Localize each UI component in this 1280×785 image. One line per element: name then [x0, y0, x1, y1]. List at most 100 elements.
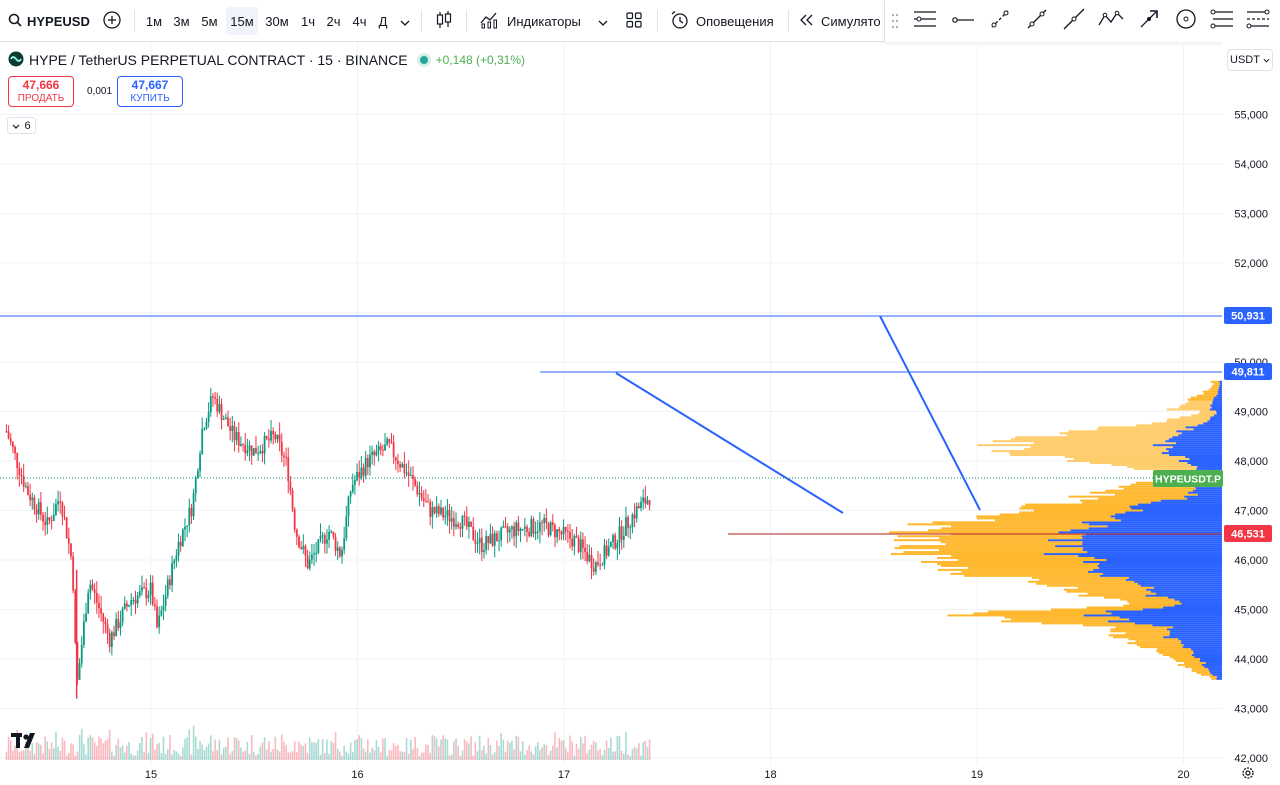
volume-bar [552, 745, 554, 760]
volume-bar [493, 752, 496, 760]
layouts-button[interactable] [620, 7, 648, 35]
interval-1h[interactable]: 1ч [300, 13, 315, 29]
interval-30m[interactable]: 30м [265, 13, 289, 29]
trend-line-tool[interactable] [1023, 7, 1051, 35]
indicators-button[interactable]: Индикаторы [476, 7, 588, 35]
profile-row-sell [893, 539, 1048, 542]
volume-bar [328, 753, 330, 760]
candle-body [308, 559, 311, 569]
extended-line-tool[interactable] [1060, 7, 1088, 35]
profile-row-sell [963, 574, 1100, 577]
volume-bar [18, 751, 21, 760]
compare-button[interactable] [98, 7, 126, 35]
candle-body [280, 441, 283, 456]
sell-button[interactable]: 47,666 ПРОДАТЬ [8, 76, 74, 107]
time-axis-label: 17 [558, 769, 570, 781]
volume-bar [401, 751, 404, 760]
volume-bar [184, 738, 186, 760]
profile-row-sell [1136, 644, 1184, 647]
candle-body [224, 417, 227, 420]
candle-body [145, 587, 148, 599]
time-axis-label: 15 [145, 769, 157, 781]
volume-bar [179, 755, 182, 760]
profile-row-sell [1080, 499, 1161, 502]
interval-5m[interactable]: 5м [201, 13, 218, 29]
profile-row-sell [1125, 632, 1170, 635]
profile-row-sell [1021, 505, 1130, 508]
profile-row-sell [1086, 606, 1164, 609]
horizontal-lines-tool[interactable] [911, 7, 939, 35]
path-tool[interactable] [1097, 7, 1125, 35]
chevron-down-icon [400, 14, 410, 29]
volume-bar [113, 755, 115, 760]
alerts-button[interactable]: Оповещения [666, 7, 784, 35]
trend-angle-tool[interactable] [986, 7, 1014, 35]
trend-line-long [879, 315, 981, 511]
profile-row-buy [1174, 604, 1222, 607]
profile-row-buy [1099, 566, 1222, 569]
profile-row-sell [1178, 406, 1212, 409]
volume-bar [248, 754, 251, 760]
replay-button[interactable]: Симулято [794, 7, 886, 35]
chart-type-button[interactable] [430, 7, 458, 35]
profile-row-buy [1209, 418, 1222, 421]
profile-row-buy [1115, 513, 1222, 516]
profile-row-buy [1187, 461, 1222, 464]
volume-bar [502, 739, 505, 760]
candle-body [14, 447, 16, 454]
fib-tool[interactable] [1208, 7, 1236, 35]
interval-dropdown[interactable] [396, 7, 414, 35]
interval-15m[interactable]: 15м [226, 7, 258, 35]
profile-row-buy [1197, 493, 1222, 496]
candle-body [306, 555, 309, 569]
interval-day[interactable]: Д [378, 13, 388, 29]
volume-bar [246, 741, 249, 760]
settings-gear-icon[interactable] [1241, 766, 1255, 785]
drag-handle-icon[interactable] [891, 13, 899, 34]
circle-tool[interactable] [1172, 7, 1200, 35]
volume-bar [463, 739, 466, 760]
candle-body [218, 404, 221, 412]
candle-body [543, 517, 546, 523]
interval-1m[interactable]: 1м [145, 13, 163, 29]
profile-row-sell [939, 537, 1083, 540]
gann-tool[interactable] [1244, 7, 1272, 35]
volume-bar [554, 732, 556, 760]
volume-bar [631, 749, 634, 760]
volume-bar [648, 739, 651, 760]
interval-2h[interactable]: 2ч [326, 13, 341, 29]
volume-bar [257, 753, 259, 760]
horizontal-ray-tool[interactable] [949, 7, 977, 35]
profile-row-sell [903, 551, 1088, 554]
profile-row-sell [1010, 454, 1170, 457]
volume-bar [95, 746, 98, 760]
profile-row-buy [1172, 626, 1222, 629]
candle-body [431, 507, 434, 517]
volume-bar [272, 749, 274, 760]
volume-bar [89, 735, 92, 760]
volume-bar [235, 737, 238, 760]
indicators-dropdown[interactable] [594, 7, 612, 35]
volume-bar [9, 740, 12, 760]
legend-title[interactable]: HYPE / TetherUS PERPETUAL CONTRACT · 15 … [29, 52, 408, 68]
symbol-search[interactable]: HYPEUSD [4, 7, 90, 35]
volume-bar [218, 739, 221, 760]
price-axis-label: 48,000 [1234, 456, 1268, 468]
price-chart[interactable]: 55,00054,00053,00052,00051,00050,00049,0… [0, 42, 1280, 782]
buy-button[interactable]: 47,667 КУПИТЬ [117, 76, 183, 107]
volume-bar [358, 735, 361, 760]
profile-row-buy [1156, 592, 1222, 595]
interval-4h[interactable]: 4ч [352, 13, 367, 29]
currency-select[interactable]: USDT [1227, 49, 1273, 71]
market-status-icon[interactable] [419, 56, 428, 64]
currency-label: USDT [1230, 54, 1260, 66]
tradingview-logo[interactable] [11, 733, 41, 754]
separator [421, 10, 422, 32]
indicators-collapse-button[interactable]: 6 [7, 117, 36, 134]
profile-row-sell [937, 568, 1094, 571]
profile-row-buy [1099, 574, 1222, 577]
volume-bar [216, 750, 219, 760]
profile-row-sell [1010, 618, 1130, 621]
arrow-tool[interactable] [1135, 7, 1163, 35]
interval-3m[interactable]: 3м [173, 13, 190, 29]
